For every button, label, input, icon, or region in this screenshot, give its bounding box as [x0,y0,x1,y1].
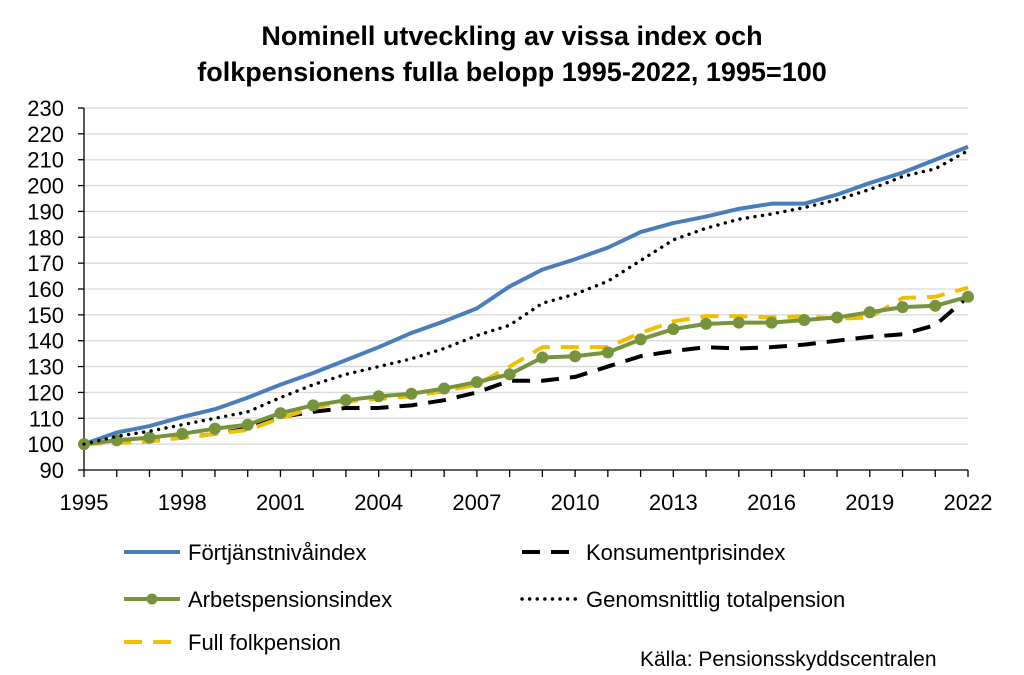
legend-label: Genomsnittlig totalpension [586,587,845,612]
data-point [700,317,713,330]
x-tick-label: 2001 [256,490,305,515]
y-tick-label: 120 [27,380,64,405]
x-tick-label: 2019 [845,490,894,515]
data-point [405,387,418,400]
data-point [503,368,516,381]
data-point [339,394,352,407]
legend-item: Arbetspensionsindex [124,587,392,612]
data-point [372,390,385,403]
y-tick-label: 150 [27,303,64,328]
y-tick-label: 190 [27,199,64,224]
data-point [601,346,614,359]
data-point [307,399,320,412]
x-tick-label: 2004 [354,490,403,515]
x-tick-label: 2013 [649,490,698,515]
y-tick-label: 90 [40,458,64,483]
chart-title: Nominell utveckling av vissa index och f… [0,18,1024,90]
y-tick-label: 200 [27,174,64,199]
data-point [962,290,974,303]
x-tick-label: 2010 [551,490,600,515]
y-tick-label: 140 [27,329,64,354]
legend-item: Förtjänstnivåindex [124,540,367,565]
y-tick-label: 220 [27,122,64,147]
series-layer [78,144,974,451]
legend-label: Arbetspensionsindex [188,587,392,612]
data-point [765,316,778,329]
data-point [732,316,745,329]
data-point [863,306,876,319]
legend-item: Full folkpension [124,630,341,655]
legend-label: Förtjänstnivåindex [188,540,367,565]
y-tick-label: 160 [27,277,64,302]
y-tick-label: 230 [27,96,64,121]
data-point [929,299,942,312]
gridlines [84,107,968,445]
data-point [831,311,844,324]
chart-title-line2: folkpensionens fulla belopp 1995-2022, 1… [197,57,827,87]
legend-label: Konsumentprisindex [586,540,785,565]
x-tick-label: 2016 [747,490,796,515]
legend-item: Genomsnittlig totalpension [520,587,845,612]
data-point [470,376,483,389]
source-note: Källa: Pensionsskyddscentralen [640,648,937,671]
y-tick-label: 110 [29,406,64,431]
series-line [83,294,969,447]
x-tick-label: 1998 [158,490,207,515]
series-line [82,148,970,446]
y-tick-label: 170 [27,251,64,276]
data-point [798,314,811,327]
data-point [569,350,582,363]
x-tick-label: 1995 [60,490,109,515]
data-point [438,382,451,395]
data-point [143,431,156,444]
axes: 9010011012013014015016017018019020021022… [27,96,992,515]
data-point [896,301,909,314]
legend: Förtjänstnivåindex Konsumentprisindex Arbe… [124,540,845,655]
legend-item: Konsumentprisindex [522,540,785,565]
chart-title-line1: Nominell utveckling av vissa index och [261,21,763,51]
y-tick-label: 210 [27,148,64,173]
data-point [667,323,680,336]
legend-marker [146,593,158,605]
data-point [274,407,287,420]
series-line [83,144,969,447]
data-point [634,333,647,346]
data-point [176,427,189,440]
legend-label: Full folkpension [188,630,341,655]
y-tick-label: 100 [27,432,64,457]
data-point [536,351,549,364]
x-tick-label: 2007 [452,490,501,515]
x-tick-label: 2022 [944,490,993,515]
y-tick-label: 180 [27,225,64,250]
y-tick-label: 130 [27,355,64,380]
data-point [208,422,221,435]
data-point [241,418,254,431]
